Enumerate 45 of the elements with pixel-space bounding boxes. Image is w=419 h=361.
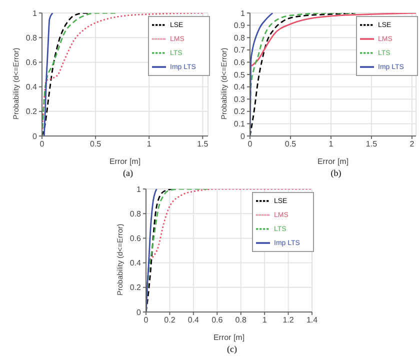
x-tick-label: 0 bbox=[144, 316, 149, 325]
x-tick-label: 1 bbox=[328, 140, 334, 149]
y-tick-label: 0.3 bbox=[234, 94, 246, 104]
x-tick-label: 2 bbox=[410, 140, 415, 149]
y-tick-label: 0 bbox=[32, 132, 38, 141]
y-tick-label: 0.4 bbox=[130, 258, 142, 268]
text: (a) bbox=[122, 168, 134, 178]
y-tick-label: 0.7 bbox=[234, 46, 246, 55]
x-tick-label: 1.4 bbox=[306, 316, 318, 325]
x-tick-label: 0.2 bbox=[164, 316, 176, 325]
y-tick-label: 0.6 bbox=[130, 234, 142, 244]
x-tick-label: 0.4 bbox=[188, 316, 200, 325]
y-tick-label: 0.9 bbox=[234, 21, 246, 30]
y-tick-label: 0.8 bbox=[130, 209, 142, 218]
x-tick-label: 1 bbox=[262, 316, 268, 325]
y-tick-label: 0.1 bbox=[234, 120, 246, 129]
text: (c) bbox=[226, 344, 238, 354]
y-tick-label: 0.8 bbox=[234, 33, 246, 42]
x-tick-label: 0 bbox=[248, 140, 253, 149]
x-tick-label: 0.5 bbox=[90, 140, 102, 149]
x-axis-title: Error [m] bbox=[213, 333, 245, 342]
x-axis-title: Error [m] bbox=[317, 157, 349, 166]
y-tick-label: 0 bbox=[136, 308, 142, 317]
x-tick-label: 1.5 bbox=[366, 140, 378, 149]
y-tick-label: 1 bbox=[32, 8, 38, 18]
y-tick-label: 0.5 bbox=[234, 70, 246, 80]
x-tick-label: 0 bbox=[40, 140, 45, 149]
y-tick-label: 0.4 bbox=[234, 82, 246, 92]
y-tick-label: 0 bbox=[240, 132, 246, 141]
x-tick-label: 1.5 bbox=[197, 140, 209, 149]
y-tick-label: 1 bbox=[240, 8, 246, 18]
x-axis-title: Error [m] bbox=[109, 157, 141, 166]
text: (b) bbox=[330, 168, 342, 178]
y-tick-label: 0.2 bbox=[130, 283, 142, 292]
x-tick-label: 1.2 bbox=[282, 316, 294, 325]
y-tick-label: 0.2 bbox=[26, 107, 38, 116]
x-tick-label: 1 bbox=[146, 140, 152, 149]
x-tick-label: 0.6 bbox=[212, 316, 224, 325]
y-tick-label: 1 bbox=[136, 184, 142, 194]
y-tick-label: 0.6 bbox=[234, 58, 246, 68]
y-tick-label: 0.2 bbox=[234, 107, 246, 116]
y-tick-label: 0.4 bbox=[26, 82, 38, 92]
y-tick-label: 0.6 bbox=[26, 58, 38, 68]
y-tick-label: 0.8 bbox=[26, 33, 38, 42]
x-tick-label: 0.5 bbox=[284, 140, 297, 149]
